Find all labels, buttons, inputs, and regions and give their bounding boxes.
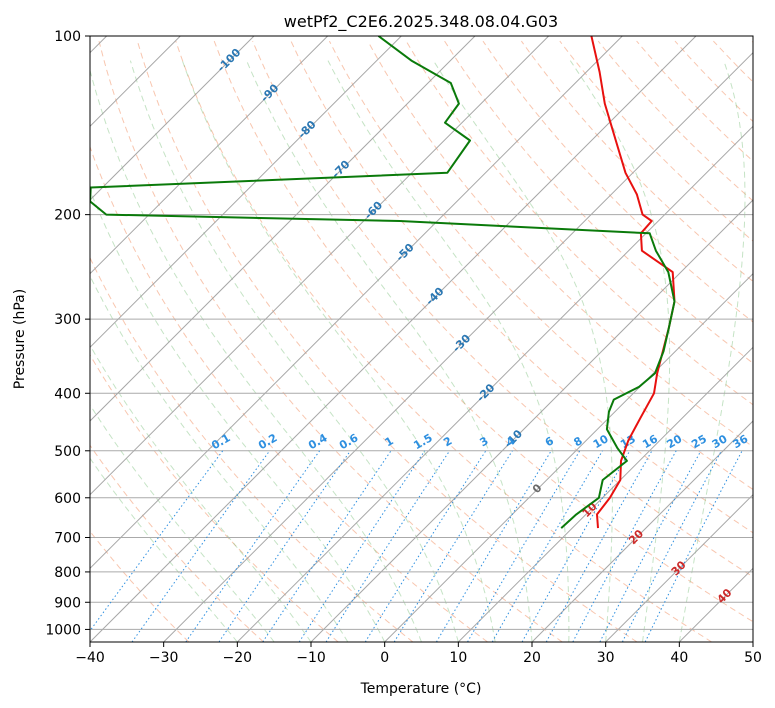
isotherm <box>90 36 402 349</box>
y-tick-label: 700 <box>54 531 81 547</box>
moist-adiabat <box>327 60 570 642</box>
mixing-ratio-line <box>298 450 426 642</box>
y-tick-label: 300 <box>54 312 81 328</box>
x-tick-label: −10 <box>296 650 326 666</box>
x-tick-label: −20 <box>223 650 253 666</box>
dry-adiabat <box>213 40 753 623</box>
x-tick-label: 50 <box>744 650 762 666</box>
dry-adiabat <box>175 40 712 642</box>
isotherm <box>236 125 753 642</box>
moist-adiabat <box>432 60 613 642</box>
x-tick-label: −30 <box>149 650 179 666</box>
y-tick-label: 400 <box>54 386 81 402</box>
mixing-ratio-line <box>545 450 653 642</box>
sounding-traces <box>90 36 676 529</box>
isotherm <box>90 36 550 496</box>
y-tick-label: 500 <box>54 444 81 460</box>
mixing-ratio-line <box>325 450 451 642</box>
x-axis: −40 −30 −20 −10 0 10 20 30 40 50 <box>75 642 762 666</box>
isotherm <box>90 36 255 201</box>
chart-title: wetPf2_C2E6.2025.348.08.04.G03 <box>284 12 558 32</box>
dry-adiabat <box>405 40 753 406</box>
moist-adiabat <box>129 60 459 642</box>
isotherm <box>90 36 329 275</box>
dry-adiabat <box>328 40 753 491</box>
dry-adiabat <box>90 256 414 642</box>
y-axis-label: Pressure (hPa) <box>12 289 28 389</box>
x-tick-label: 0 <box>380 650 389 666</box>
isotherm <box>90 36 697 642</box>
isotherm <box>163 51 753 642</box>
mixing-ratio-line <box>521 450 631 642</box>
dry-adiabat <box>90 444 264 642</box>
dewpoint-trace <box>90 36 676 529</box>
dry-adiabat <box>90 145 488 642</box>
dry-adiabat <box>367 40 753 448</box>
y-tick-label: 1000 <box>45 622 81 638</box>
mixing-ratio-line <box>435 450 552 642</box>
y-tick-label: 900 <box>54 595 81 611</box>
isotherm <box>90 36 476 422</box>
x-tick-label: −40 <box>75 650 105 666</box>
mixing-ratio-line <box>572 450 677 642</box>
moist-adiabat <box>90 344 312 642</box>
y-axis: 100 200 300 400 500 600 700 800 900 1000 <box>45 29 90 638</box>
y-tick-label: 100 <box>54 29 81 45</box>
mixing-ratio-line <box>90 450 224 632</box>
x-tick-label: 10 <box>449 650 467 666</box>
dry-adiabat <box>444 40 753 364</box>
x-tick-label: 40 <box>670 650 688 666</box>
moist-adiabat <box>90 274 349 642</box>
moist-adiabat <box>90 188 386 642</box>
moist-adiabat <box>90 457 238 642</box>
isotherm <box>605 493 753 642</box>
moist-adiabat <box>181 60 496 642</box>
isotherm <box>531 420 753 642</box>
mixing-ratio-line <box>262 450 392 642</box>
moist-adiabat <box>678 60 746 642</box>
mixing-ratio-line <box>218 450 351 642</box>
mixing-ratio-line <box>131 450 271 642</box>
isotherm <box>457 346 753 642</box>
moist-adiabat <box>90 403 275 642</box>
x-tick-label: 20 <box>523 650 541 666</box>
x-tick-label: 30 <box>597 650 615 666</box>
mixing-ratio-line <box>185 450 321 642</box>
y-tick-label: 800 <box>54 565 81 581</box>
x-axis-label: Temperature (°C) <box>360 681 482 697</box>
isotherm <box>90 36 623 570</box>
dry-adiabat <box>90 354 339 642</box>
mixing-ratio-line <box>599 450 702 642</box>
moist-adiabat <box>90 68 422 642</box>
background-reference-lines <box>90 36 753 642</box>
plot-frame <box>89 35 754 643</box>
mixing-ratio-line <box>364 450 487 642</box>
y-tick-label: 200 <box>54 208 81 224</box>
isotherm <box>310 199 753 642</box>
y-tick-label: 600 <box>54 491 81 507</box>
dry-adiabat <box>252 40 753 578</box>
isotherm <box>384 272 753 642</box>
dry-adiabat <box>136 40 638 642</box>
moist-adiabat <box>246 60 533 642</box>
mixing-ratio-line <box>644 450 743 642</box>
dry-adiabat <box>98 40 563 642</box>
